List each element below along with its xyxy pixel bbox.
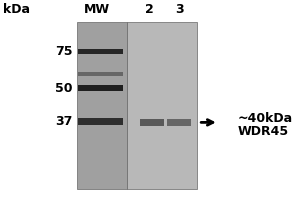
Text: 3: 3 — [175, 3, 184, 16]
Bar — [167, 119, 191, 126]
Bar — [78, 85, 123, 91]
Text: ~40kDa: ~40kDa — [238, 112, 293, 125]
Text: 50: 50 — [55, 82, 73, 95]
Bar — [78, 72, 123, 76]
Text: 75: 75 — [55, 45, 73, 58]
Text: WDR45: WDR45 — [238, 125, 289, 138]
Text: 37: 37 — [56, 115, 73, 128]
Text: kDa: kDa — [3, 3, 30, 16]
Bar — [128, 22, 197, 189]
Bar — [77, 22, 128, 189]
Bar — [140, 119, 164, 126]
Bar — [78, 49, 123, 54]
Bar — [78, 118, 123, 125]
Text: MW: MW — [84, 3, 110, 16]
Text: 2: 2 — [145, 3, 154, 16]
